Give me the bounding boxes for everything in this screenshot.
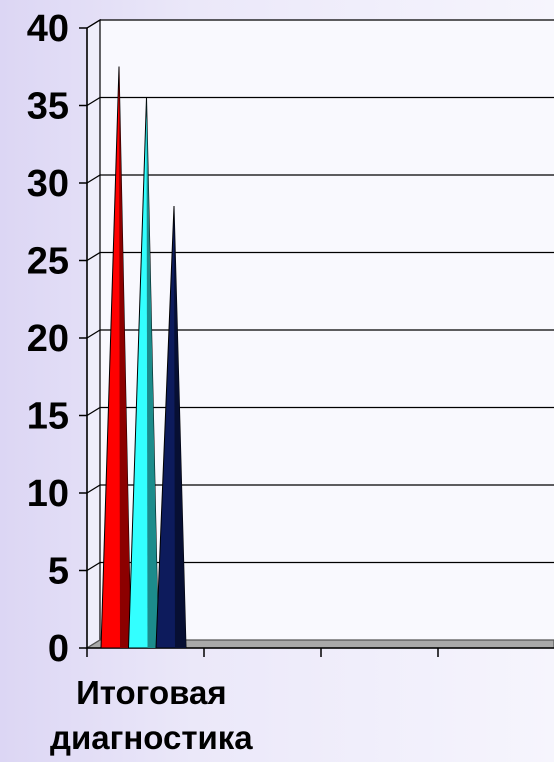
y-tick-label: 25 <box>27 241 69 283</box>
x-category-label: Итоговая диагностика <box>50 674 253 756</box>
gridline-side <box>86 484 101 494</box>
gridline-side <box>86 561 101 572</box>
y-tick-label: 30 <box>27 163 69 205</box>
y-tick-label: 0 <box>48 628 69 670</box>
x-category-label-line: диагностика <box>50 719 253 756</box>
cone-bar-shade <box>146 97 159 648</box>
gridline-side <box>86 251 101 262</box>
bars <box>100 66 187 649</box>
y-tick-label: 5 <box>48 551 69 593</box>
y-tick-label: 15 <box>27 396 69 438</box>
gridline-side <box>86 174 101 184</box>
y-tick-label: 35 <box>27 86 69 128</box>
cone-bar <box>127 97 160 649</box>
cone-bar <box>100 66 132 649</box>
gridline-side <box>86 329 101 339</box>
y-axis-tick-labels: 0 5 10 15 20 25 30 35 40 <box>27 8 69 670</box>
x-category-label-line: Итоговая <box>76 674 227 711</box>
y-tick-label: 40 <box>27 8 69 50</box>
chart-walls <box>86 18 554 650</box>
y-tick-label: 10 <box>27 473 69 515</box>
gridline-side <box>86 19 101 29</box>
gridline-side <box>86 96 101 107</box>
y-tick-label: 20 <box>27 318 69 360</box>
gridline-side <box>86 406 101 417</box>
cone-bar-shade <box>119 66 131 648</box>
cone-bar <box>155 205 187 649</box>
cone-bar-shade <box>174 206 186 648</box>
x-axis-category-labels: Итоговая диагностика <box>50 674 253 756</box>
axes <box>79 27 554 657</box>
